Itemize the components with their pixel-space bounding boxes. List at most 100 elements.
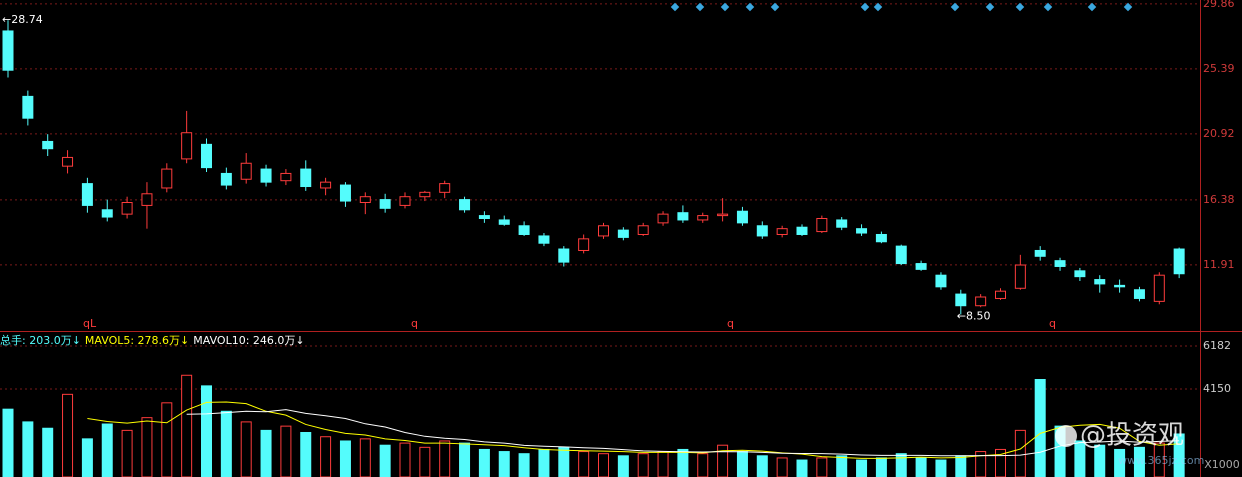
candle-body bbox=[459, 199, 471, 211]
candle-body bbox=[81, 183, 93, 206]
candle-body bbox=[895, 245, 907, 265]
volume-bar bbox=[498, 451, 510, 477]
volume-bar bbox=[379, 444, 391, 477]
candle-body bbox=[538, 235, 550, 244]
volume-bar bbox=[439, 440, 451, 477]
candle-body bbox=[320, 181, 332, 189]
volume-bar bbox=[895, 453, 907, 477]
volume-bar bbox=[578, 451, 590, 477]
volume-bar bbox=[101, 423, 113, 477]
ma-line bbox=[87, 401, 1180, 459]
high-label: ←28.74 bbox=[2, 13, 43, 26]
volume-bar bbox=[181, 374, 193, 477]
volume-bar bbox=[736, 451, 748, 477]
period-marker: q bbox=[1049, 317, 1056, 330]
ma-line bbox=[186, 409, 1180, 457]
volume-bar bbox=[1014, 429, 1026, 477]
volume-bar bbox=[240, 421, 252, 477]
candle-body bbox=[578, 238, 590, 251]
volume-bar bbox=[81, 438, 93, 477]
volume-bar bbox=[637, 453, 649, 477]
volume-bar bbox=[399, 442, 411, 477]
watermark-title: @投资观 bbox=[1080, 421, 1184, 451]
candle-body bbox=[1014, 264, 1026, 289]
candle-body bbox=[62, 156, 74, 167]
candle-body bbox=[935, 274, 947, 288]
y-tick-label: 4150 bbox=[1203, 382, 1231, 395]
candle-body bbox=[1094, 279, 1106, 285]
volume-bar bbox=[717, 444, 729, 477]
candle-body bbox=[121, 202, 133, 215]
candle-body bbox=[1054, 260, 1066, 267]
volume-bar bbox=[201, 385, 212, 477]
period-marker: q bbox=[411, 317, 418, 330]
watermark-icon bbox=[1055, 425, 1077, 447]
volume-bar bbox=[816, 457, 828, 477]
volume-bar bbox=[935, 459, 947, 477]
candle-body bbox=[498, 219, 510, 225]
volume-bar bbox=[339, 440, 351, 477]
candle-body bbox=[637, 225, 649, 235]
volume-bar bbox=[677, 448, 689, 477]
volume-bar bbox=[121, 429, 133, 477]
candle-body bbox=[518, 225, 530, 235]
volume-bar bbox=[320, 436, 332, 477]
volume-bar bbox=[42, 427, 54, 477]
candle-body bbox=[717, 213, 729, 217]
candle-body bbox=[776, 228, 788, 235]
volume-bar bbox=[756, 455, 768, 477]
candle-body bbox=[558, 248, 570, 263]
volume-bar bbox=[1034, 379, 1046, 477]
volume-bar bbox=[478, 448, 490, 477]
period-marker: qL bbox=[83, 317, 97, 330]
volume-bar bbox=[359, 438, 371, 477]
volume-bar bbox=[419, 446, 431, 477]
candle-body bbox=[1074, 270, 1086, 278]
volume-bar bbox=[518, 453, 530, 477]
candle-body bbox=[617, 229, 629, 238]
candle-body bbox=[339, 184, 351, 202]
volume-bar bbox=[161, 402, 173, 477]
volume-bar bbox=[955, 455, 967, 477]
volume-bar bbox=[280, 425, 292, 477]
candle-body bbox=[697, 215, 709, 221]
candle-body bbox=[975, 296, 987, 307]
candle-body bbox=[955, 293, 967, 307]
candle-body bbox=[240, 162, 252, 180]
volume-bar bbox=[697, 453, 709, 477]
volume-bar bbox=[875, 457, 887, 477]
candle-body bbox=[101, 209, 113, 218]
watermark-site: www.365jz.com bbox=[1118, 454, 1204, 467]
y-tick-label: 6182 bbox=[1203, 339, 1231, 352]
volume-bar bbox=[1054, 425, 1066, 477]
candle-body bbox=[220, 172, 232, 186]
volume-bar bbox=[776, 457, 788, 477]
candle-body bbox=[280, 172, 292, 182]
unit-label: X1000 bbox=[1204, 458, 1240, 471]
candle-body bbox=[1133, 289, 1145, 299]
candle-body bbox=[439, 183, 451, 193]
volume-bar bbox=[538, 448, 550, 477]
volume-bar bbox=[836, 455, 848, 477]
candle-body bbox=[201, 143, 212, 169]
candle-body bbox=[875, 233, 887, 243]
volume-bar bbox=[558, 446, 570, 477]
candle-body bbox=[260, 168, 272, 183]
volume-bar bbox=[975, 451, 987, 477]
volume-bar bbox=[220, 410, 232, 477]
volume-bar bbox=[915, 457, 927, 477]
volume-bar bbox=[22, 421, 34, 477]
candle-body bbox=[161, 168, 173, 189]
legend-entry: MAVOL5: 278.6万↓ bbox=[85, 334, 189, 347]
period-marker: q bbox=[727, 317, 734, 330]
candle-body bbox=[915, 263, 927, 270]
y-tick-label: 25.39 bbox=[1203, 62, 1235, 75]
candle-body bbox=[677, 212, 689, 221]
candle-body bbox=[22, 95, 34, 119]
candle-body bbox=[816, 217, 828, 233]
volume-bar bbox=[141, 417, 153, 477]
candle-body bbox=[359, 196, 371, 204]
candle-body bbox=[2, 30, 14, 71]
candle-body bbox=[836, 219, 848, 228]
candle-body bbox=[419, 191, 431, 198]
